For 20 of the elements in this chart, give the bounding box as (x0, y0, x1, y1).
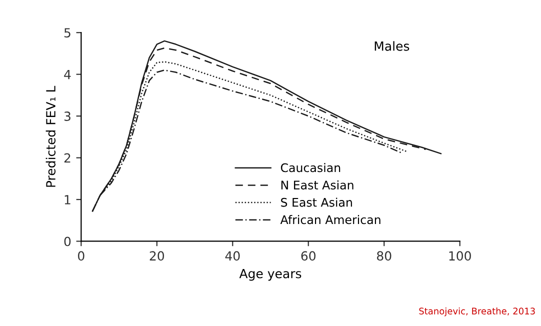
x-tick-label: 100 (449, 251, 471, 261)
text: Stanojevic, Breathe, 2013 (419, 307, 535, 316)
y-tick-label: 0 (64, 236, 71, 246)
y-tick-label: 5 (64, 28, 70, 38)
x-tick-label: 40 (225, 251, 240, 261)
x-tick-label: 80 (377, 251, 392, 261)
x-tick-label: 0 (78, 251, 84, 261)
y-tick-label: 3 (64, 112, 70, 121)
y-axis-title: Predicted FEV₁ L (46, 86, 56, 187)
legend-label: African American (280, 215, 380, 224)
x-axis-title: Age years (239, 269, 302, 281)
legend-label: N East Asian (281, 180, 354, 190)
y-tick-label: 4 (64, 70, 71, 80)
y-tick-label: 2 (64, 153, 70, 163)
x-tick-label: 60 (301, 251, 316, 261)
y-tick-label: 1 (64, 195, 70, 204)
legend-label: S East Asian (281, 198, 352, 207)
x-tick-label: 20 (150, 251, 164, 261)
legend-label: Caucasian (280, 163, 340, 172)
text: Males (374, 41, 410, 51)
